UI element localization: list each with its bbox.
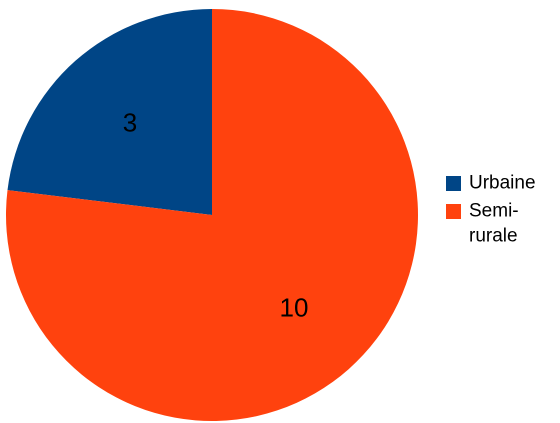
legend-swatch — [446, 204, 461, 219]
pie-slices — [5, 9, 418, 421]
legend-label: Semi-rurale — [469, 201, 519, 247]
pie-slice-2 — [5, 9, 418, 421]
pie-slice-labels: 3 10 — [123, 108, 309, 323]
legend: Urbaine Semi-rurale — [446, 173, 536, 247]
slice-value-label: 10 — [280, 293, 309, 323]
pie-slice-1 — [7, 9, 212, 215]
legend-label: Urbaine — [469, 173, 536, 194]
legend-swatch — [446, 176, 461, 191]
slice-value-label: 3 — [123, 108, 137, 138]
